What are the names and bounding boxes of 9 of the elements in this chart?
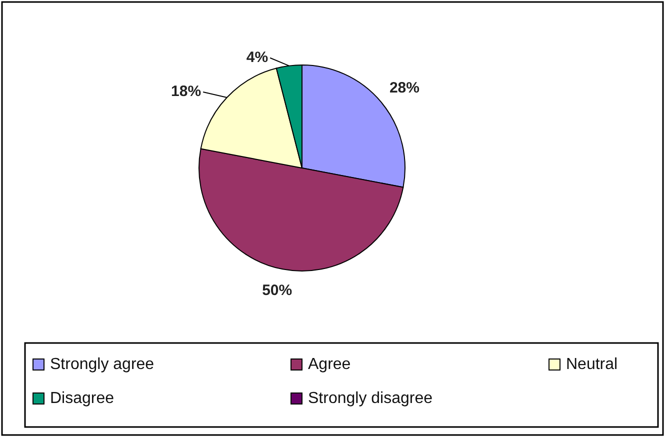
data-label: 28% [389, 79, 420, 96]
data-label: 18% [171, 82, 202, 100]
legend-label: Disagree [50, 390, 114, 408]
legend-label: Agree [308, 356, 351, 374]
legend-label: Strongly disagree [308, 390, 433, 408]
data-label: 50% [262, 282, 292, 299]
legend-label: Neutral [566, 356, 618, 374]
data-label: 4% [246, 48, 268, 66]
legend-label: Strongly agree [50, 356, 154, 374]
